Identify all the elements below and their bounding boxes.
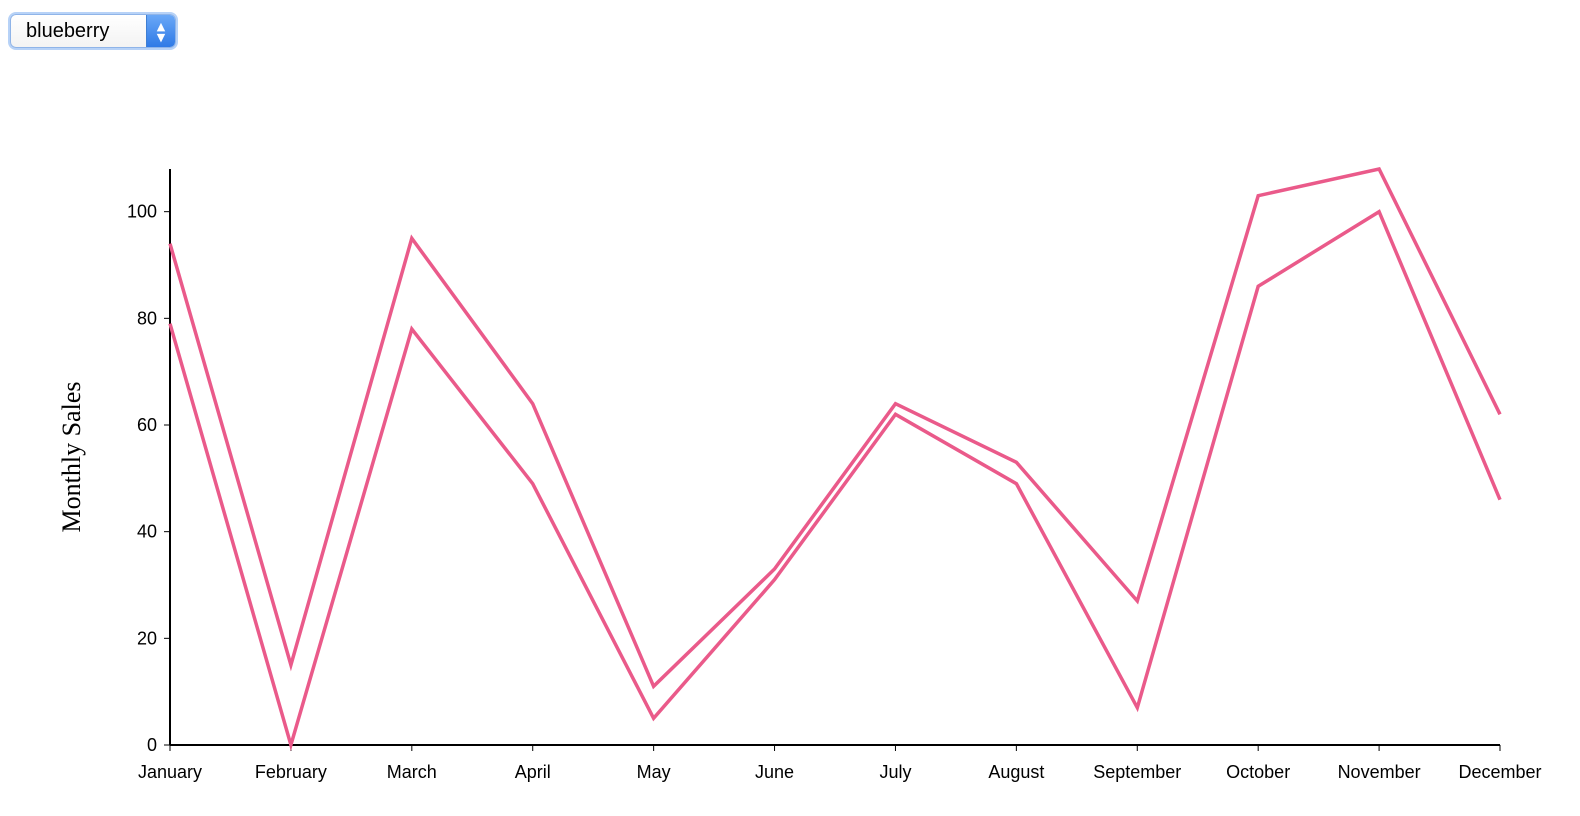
y-tick-label: 20 — [137, 628, 157, 648]
y-tick-label: 80 — [137, 308, 157, 328]
y-axis: 0 20 40 60 80 100 — [127, 169, 171, 755]
x-tick-label: December — [1458, 762, 1541, 782]
y-tick-label: 40 — [137, 522, 157, 542]
x-tick-label: September — [1093, 762, 1181, 782]
up-down-chevron-icon: ▲ ▼ — [146, 15, 175, 47]
x-tick-label: July — [879, 762, 911, 782]
x-tick-label: May — [637, 762, 671, 782]
x-axis: January February March April May June July Augu… — [138, 744, 1542, 782]
x-tick-label: January — [138, 762, 202, 782]
y-axis-title: Monthly Sales — [57, 382, 86, 533]
fruit-select-value: blueberry — [26, 20, 110, 42]
y-tick-label: 100 — [127, 202, 157, 222]
series-lines — [168, 166, 1502, 752]
fruit-select[interactable]: blueberry ▲ ▼ — [10, 14, 176, 48]
x-tick-label: March — [387, 762, 437, 782]
series-line-1 — [168, 166, 1502, 690]
x-tick-label: February — [255, 762, 327, 782]
x-tick-label: August — [988, 762, 1044, 782]
x-tick-label: April — [515, 762, 551, 782]
x-tick-label: November — [1338, 762, 1421, 782]
y-tick-label: 0 — [147, 735, 157, 755]
y-tick-label: 60 — [137, 415, 157, 435]
series-line-2 — [168, 209, 1502, 752]
x-tick-label: June — [755, 762, 794, 782]
x-tick-label: October — [1226, 762, 1290, 782]
